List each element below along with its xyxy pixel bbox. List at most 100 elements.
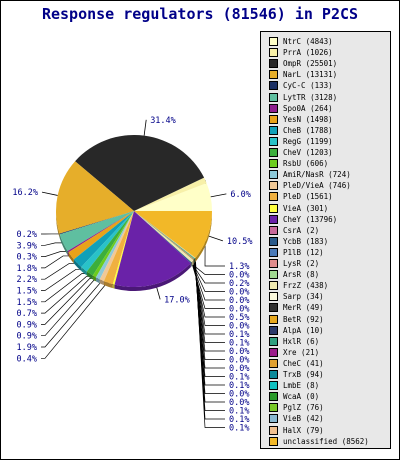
chart-title: Response regulators (81546) in P2CS — [41, 5, 359, 23]
pct-label-cheb: 2.2% — [17, 275, 37, 285]
legend-swatch — [269, 414, 278, 424]
legend-swatch — [269, 103, 278, 113]
pct-label-arsr: 0.0% — [229, 305, 249, 315]
legend-swatch — [269, 37, 278, 46]
pie-slice-trxb — [134, 211, 195, 260]
pct-label-chec: 0.1% — [229, 373, 249, 383]
legend-label: Xre (21) — [283, 347, 320, 357]
pie-slice-lysr — [134, 211, 192, 263]
pie-slice-lyttr — [59, 211, 134, 251]
pct-label-betr: 0.1% — [229, 339, 249, 349]
legend-swatch — [269, 236, 278, 246]
pie-slice-pled — [103, 211, 134, 285]
legend-label: CsrA (2) — [283, 225, 320, 235]
pie-slice-chey — [114, 211, 191, 287]
legend-label: Spo0A (264) — [283, 103, 333, 113]
pie-slice-narl — [55, 161, 134, 234]
pct-label-sarp: 0.0% — [229, 322, 249, 332]
legend-label: OmpR (25501) — [283, 59, 338, 69]
pie-slice-betr — [134, 211, 195, 260]
pct-label-chev: 1.5% — [17, 298, 37, 308]
legend-label: VieA (301) — [283, 203, 329, 213]
pct-label-pled: 1.9% — [17, 343, 37, 353]
legend-label: unclassified (8562) — [283, 436, 369, 446]
legend-swatch — [269, 247, 278, 257]
pie-slice-unclassified — [134, 211, 212, 258]
pie-slice-ycbb — [134, 211, 192, 264]
legend-swatch — [269, 59, 278, 69]
pie-slice-spo0a — [67, 211, 134, 253]
legend-label: AmiR/NasR (724) — [283, 170, 351, 180]
pct-label-wcaa: 0.0% — [229, 398, 249, 408]
pie-slice-side-narl — [56, 211, 60, 238]
pie-slice-yesn — [68, 211, 134, 260]
pct-label-vieb: 0.1% — [229, 415, 249, 425]
pct-label-regg: 1.5% — [17, 287, 37, 297]
pct-label-lyttr: 3.9% — [17, 241, 37, 251]
legend-swatch — [269, 436, 278, 446]
pie-slice-frzz — [134, 211, 194, 263]
pct-label-unclassified: 10.5% — [227, 237, 253, 247]
pie-slice-chev — [86, 211, 134, 276]
legend-label: CheY (13796) — [283, 214, 338, 224]
leader-line — [195, 257, 225, 428]
legend-label: PglZ (76) — [283, 403, 324, 413]
legend-label: CheB (1788) — [283, 125, 333, 135]
pct-label-ycbb: 0.2% — [229, 279, 249, 289]
pie-slice-side-yesn — [68, 252, 74, 264]
pct-label-lysr: 0.0% — [229, 296, 249, 306]
legend-label: FrzZ (438) — [283, 281, 329, 291]
pct-label-hxlr: 0.0% — [229, 356, 249, 366]
legend-swatch — [269, 392, 278, 402]
pct-label-merr: 0.1% — [229, 330, 249, 340]
pie-slice-pglz — [134, 211, 196, 259]
pct-label-pled-viea: 0.9% — [17, 332, 37, 342]
legend-swatch — [269, 81, 278, 91]
pie-slice-ompr — [75, 134, 205, 211]
leader-line — [41, 242, 64, 246]
pct-label-csra: 0.0% — [229, 271, 249, 281]
legend-swatch — [269, 336, 278, 346]
pie-slice-side-frzz — [191, 260, 194, 267]
legend-label: RsbU (606) — [283, 159, 329, 169]
pct-label-p1lb: 0.0% — [229, 288, 249, 298]
legend-swatch — [269, 303, 278, 313]
legend-label: P1lB (12) — [283, 247, 324, 257]
legend-label: ArsR (8) — [283, 270, 320, 280]
pie-slice-side-regg — [81, 267, 87, 276]
leader-line — [143, 119, 147, 136]
pie-slice-side-lyttr — [59, 234, 68, 255]
pie-slice-side-cheb — [73, 259, 82, 272]
legend-label: PleD/VieA (746) — [283, 181, 351, 191]
leader-line — [41, 255, 72, 269]
legend-swatch — [269, 403, 278, 413]
pie-slice-cheb — [73, 211, 134, 268]
leader-line — [41, 191, 58, 196]
pie-slice-side-pled-viea — [99, 279, 104, 286]
pct-label-ompr: 31.4% — [150, 116, 176, 126]
pie-slice-side-viea — [112, 284, 115, 289]
legend-label: VieB (42) — [283, 414, 324, 424]
legend-label: YcbB (183) — [283, 236, 329, 246]
legend-label: PrrA (1026) — [283, 48, 333, 58]
pie-slice-side-chev — [86, 271, 93, 280]
legend-swatch — [269, 92, 278, 102]
pct-label-chey: 17.0% — [164, 295, 190, 305]
pct-label-frzz: 0.5% — [229, 313, 249, 323]
pie-slice-amir-nasr — [95, 211, 134, 280]
legend-swatch — [269, 203, 278, 213]
pie-slice-pled-viea — [99, 211, 134, 282]
pct-label-pglz: 0.1% — [229, 407, 249, 417]
pie-slice-alpa — [134, 211, 195, 260]
legend-swatch — [269, 358, 278, 368]
legend-label: WcaA (0) — [283, 392, 320, 402]
legend-label: LysR (2) — [283, 259, 320, 268]
pie-slice-side-amir-nasr — [95, 277, 100, 284]
legend-label: CyC-C (133) — [283, 81, 333, 91]
pie-slice-lmbe — [134, 211, 195, 259]
pct-label-trxb: 0.1% — [229, 381, 249, 391]
leader-line — [41, 279, 102, 337]
pie-slice-side-ycbb — [190, 262, 192, 268]
legend-swatch — [269, 270, 278, 280]
